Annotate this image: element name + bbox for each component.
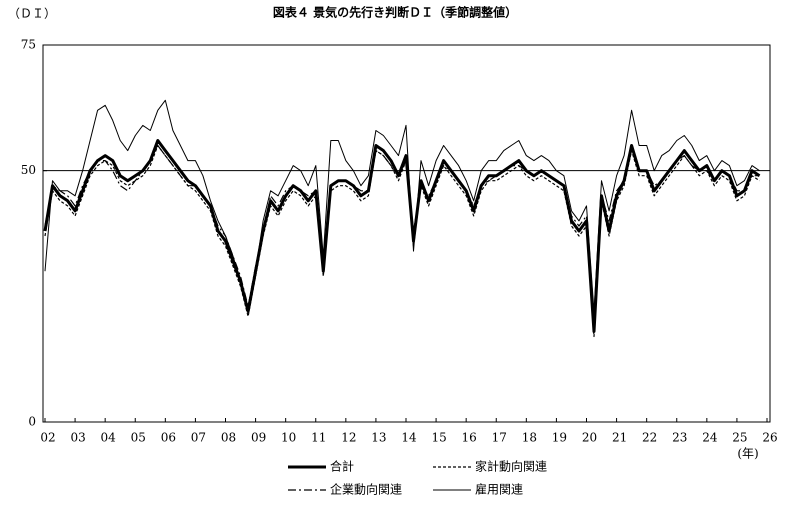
x-unit: (年) <box>737 447 758 461</box>
legend-label: 企業動向関連 <box>330 482 402 497</box>
x-tick-label: 13 <box>371 431 386 445</box>
x-tick-label: 18 <box>522 431 537 445</box>
series-line <box>44 144 760 338</box>
x-tick-label: 26 <box>762 431 777 445</box>
x-tick-label: 24 <box>702 431 718 445</box>
chart-title: 図表４ 景気の先行き判断ＤＩ（季節調整値） <box>273 5 517 20</box>
x-tick-label: 04 <box>101 431 117 445</box>
x-tick-label: 16 <box>462 431 477 445</box>
series-line <box>44 99 760 312</box>
legend-label: 合計 <box>330 459 354 474</box>
x-tick-label: 19 <box>552 431 567 445</box>
x-tick-label: 07 <box>191 431 206 445</box>
x-tick-label: 10 <box>281 431 296 445</box>
y-axis-label: （ＤＩ） <box>8 7 56 21</box>
x-tick-label: 12 <box>341 431 356 445</box>
x-tick-label: 05 <box>131 431 146 445</box>
y-tick-label: 50 <box>21 163 36 177</box>
x-tick-label: 06 <box>161 431 176 445</box>
x-tick-label: 17 <box>492 431 507 445</box>
x-tick-label: 08 <box>221 431 236 445</box>
x-tick-label: 22 <box>642 431 657 445</box>
legend-label: 家計動向関連 <box>475 459 547 474</box>
x-tick-label: 09 <box>251 431 266 445</box>
series-line <box>44 144 760 323</box>
legend-label: 雇用関連 <box>475 482 523 497</box>
y-tick-label: 0 <box>28 415 36 429</box>
plot-frame <box>42 44 771 423</box>
x-tick-label: 02 <box>40 431 55 445</box>
x-tick-label: 23 <box>672 431 687 445</box>
x-tick-label: 15 <box>431 431 446 445</box>
x-tick-label: 25 <box>732 431 747 445</box>
x-tick-label: 21 <box>612 431 627 445</box>
x-tick-label: 11 <box>311 431 326 445</box>
x-tick-label: 14 <box>401 431 417 445</box>
x-tick-label: 03 <box>70 431 85 445</box>
x-tick-label: 20 <box>582 431 597 445</box>
y-tick-label: 75 <box>21 38 36 52</box>
